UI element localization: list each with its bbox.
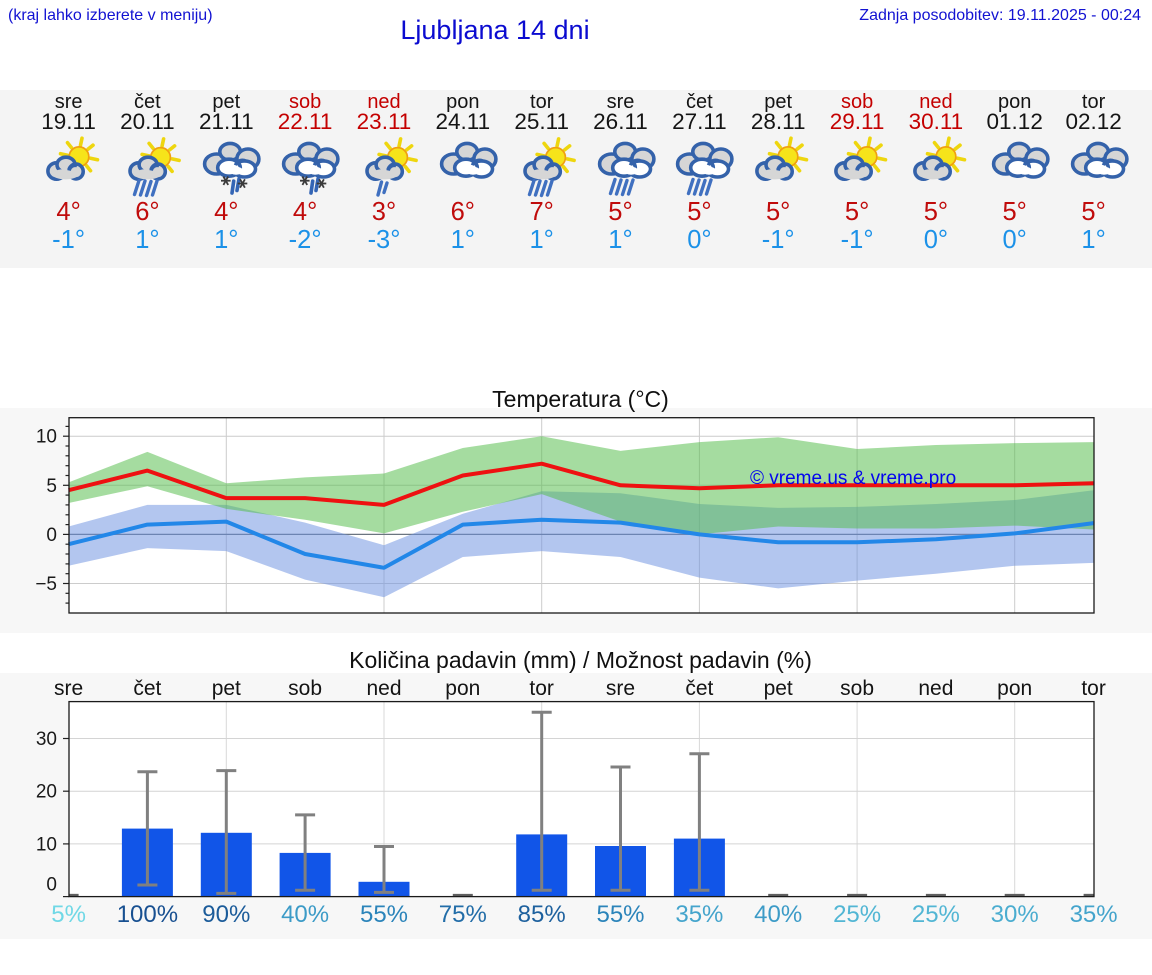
svg-text:10: 10 — [36, 834, 57, 855]
svg-text:0: 0 — [46, 525, 57, 546]
svg-text:10: 10 — [36, 427, 57, 448]
svg-text:0: 0 — [46, 875, 57, 896]
svg-text:−5: −5 — [35, 574, 57, 595]
svg-text:© vreme.us & vreme.pro: © vreme.us & vreme.pro — [750, 468, 956, 489]
svg-text:30: 30 — [36, 729, 57, 750]
svg-text:5: 5 — [46, 476, 57, 497]
svg-text:20: 20 — [36, 782, 57, 803]
